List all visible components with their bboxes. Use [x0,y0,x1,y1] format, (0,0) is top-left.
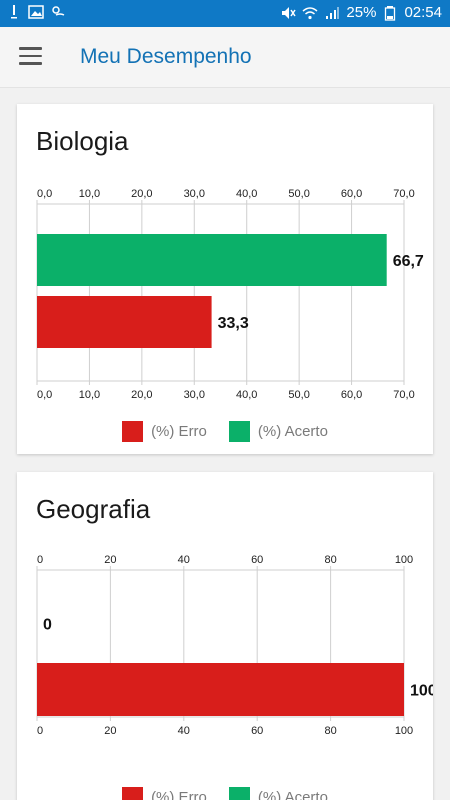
app-bar: Meu Desempenho [0,27,450,88]
bottom-tick-label: 40,0 [236,389,257,401]
top-tick-label: 0,0 [37,188,52,200]
legend-item-erro: (%) Erro [122,421,207,442]
legend-item-acerto: (%) Acerto [228,421,328,442]
data-label-acerto: 66,7 [393,253,424,270]
bar-chart-geografia: 0 0 20 20 40 40 60 60 80 80 100 100 0 100 [36,554,433,737]
chart-title: Biologia [36,126,129,156]
weather-notification-icon [52,6,65,16]
status-notification-icons [6,4,66,20]
wifi-icon [302,6,318,19]
bar-acerto [37,234,387,286]
bottom-tick-label: 30,0 [184,389,205,401]
bottom-tick-label: 60 [251,725,263,737]
bottom-tick-label: 50,0 [288,389,309,401]
bottom-tick-label: 100 [395,725,413,737]
bottom-tick-label: 70,0 [393,389,414,401]
top-tick-label: 40 [178,554,190,566]
chart-legend: (%) Erro (%) Acerto [17,421,433,442]
page-title: Meu Desempenho [80,45,252,68]
legend-label-acerto: (%) Acerto [257,789,328,800]
image-notification-icon [28,5,44,19]
bottom-tick-label: 60,0 [341,389,362,401]
status-bar: 25% 02:54 [0,0,450,27]
top-tick-label: 80 [324,554,336,566]
clock: 02:54 [404,4,442,21]
legend-item-erro: (%) Erro [122,787,207,800]
legend-swatch-erro [122,421,144,442]
bar-erro [37,296,212,348]
legend-label-erro: (%) Erro [151,423,207,440]
chart-card-geografia: Geografia 0 0 20 20 40 40 60 60 80 80 100 100 0 100 (… [17,472,433,800]
bottom-tick-label: 0,0 [37,389,52,401]
status-system-icons: 25% 02:54 [280,4,442,21]
top-tick-label: 50,0 [288,188,309,200]
top-tick-label: 60,0 [341,188,362,200]
top-tick-label: 70,0 [393,188,414,200]
top-tick-label: 10,0 [79,188,100,200]
legend-label-acerto: (%) Acerto [257,423,328,440]
bottom-tick-label: 80 [324,725,336,737]
bottom-tick-label: 40 [178,725,190,737]
bar-chart-biologia: 0,0 0,0 10,0 10,0 20,0 20,0 30,0 30,0 40,0 40,0 50… [36,188,424,401]
chart-card-biologia: Biologia 0,0 0,0 10,0 10,0 20,0 20,0 30,0 30,0 4… [17,104,433,454]
bottom-tick-label: 20,0 [131,389,152,401]
data-label-erro: 33,3 [218,315,249,332]
legend-swatch-acerto [228,421,250,442]
mute-icon [282,6,297,19]
battery-percent: 25% [346,4,377,21]
top-tick-label: 30,0 [184,188,205,200]
data-label-acerto: 0 [43,617,52,634]
plot-frame [36,203,405,382]
top-tick-label: 60 [251,554,263,566]
top-tick-label: 0 [37,554,43,566]
chart-title: Geografia [36,494,151,524]
alert-notification-icon [11,5,17,19]
signal-icon [326,6,340,19]
bottom-tick-label: 0 [37,725,43,737]
legend-item-acerto: (%) Acerto [228,787,328,800]
bottom-tick-label: 10,0 [79,389,100,401]
legend-swatch-erro [122,787,144,800]
legend-label-erro: (%) Erro [151,789,207,800]
data-label-erro: 100 [410,683,433,700]
chart-legend: (%) Erro (%) Acerto [17,787,433,800]
top-tick-label: 40,0 [236,188,257,200]
bar-erro [37,663,404,716]
top-tick-label: 100 [395,554,413,566]
legend-swatch-acerto [228,787,250,800]
top-tick-label: 20,0 [131,188,152,200]
top-tick-label: 20 [104,554,116,566]
bottom-tick-label: 20 [104,725,116,737]
menu-icon[interactable] [19,47,42,65]
battery-icon [385,5,396,21]
